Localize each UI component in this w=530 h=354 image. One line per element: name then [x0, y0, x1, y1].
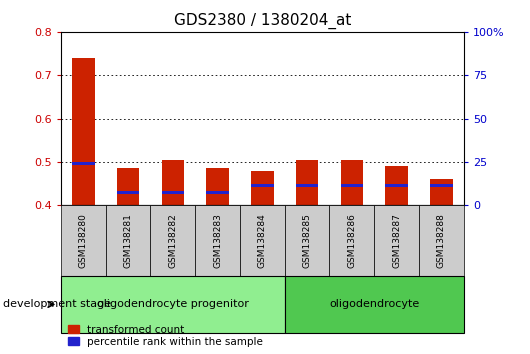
Bar — [195, 205, 240, 276]
Bar — [385, 166, 408, 205]
Legend: transformed count, percentile rank within the sample: transformed count, percentile rank withi… — [66, 322, 265, 349]
Text: GSM138286: GSM138286 — [347, 213, 356, 268]
Text: GSM138281: GSM138281 — [123, 213, 132, 268]
Bar — [385, 184, 408, 187]
Bar — [251, 184, 273, 187]
Bar — [341, 160, 363, 205]
Bar — [296, 184, 319, 187]
Bar — [251, 171, 273, 205]
Bar — [430, 179, 453, 205]
Bar — [240, 205, 285, 276]
Bar — [72, 58, 94, 205]
Bar — [330, 205, 374, 276]
Bar — [117, 169, 139, 205]
Bar — [296, 160, 319, 205]
Bar — [206, 191, 229, 194]
Bar — [162, 160, 184, 205]
Text: oligodendrocyte: oligodendrocyte — [329, 299, 419, 309]
Bar — [117, 192, 139, 194]
Text: GSM138283: GSM138283 — [213, 213, 222, 268]
Text: GSM138280: GSM138280 — [79, 213, 88, 268]
Text: GSM138285: GSM138285 — [303, 213, 312, 268]
Bar — [374, 205, 419, 276]
Bar — [72, 162, 94, 165]
Bar — [285, 205, 330, 276]
Text: oligodendrocyte progenitor: oligodendrocyte progenitor — [97, 299, 249, 309]
Text: GSM138288: GSM138288 — [437, 213, 446, 268]
Text: GSM138287: GSM138287 — [392, 213, 401, 268]
Bar — [61, 205, 105, 276]
Bar — [285, 276, 464, 333]
Text: GSM138282: GSM138282 — [169, 213, 178, 268]
Bar — [206, 169, 229, 205]
Bar — [341, 184, 363, 187]
Bar — [105, 205, 151, 276]
Text: GSM138284: GSM138284 — [258, 213, 267, 268]
Bar — [419, 205, 464, 276]
Bar — [151, 205, 195, 276]
Bar — [430, 184, 453, 187]
Title: GDS2380 / 1380204_at: GDS2380 / 1380204_at — [174, 13, 351, 29]
Bar — [61, 276, 285, 333]
Text: development stage: development stage — [3, 299, 111, 309]
Bar — [162, 190, 184, 194]
